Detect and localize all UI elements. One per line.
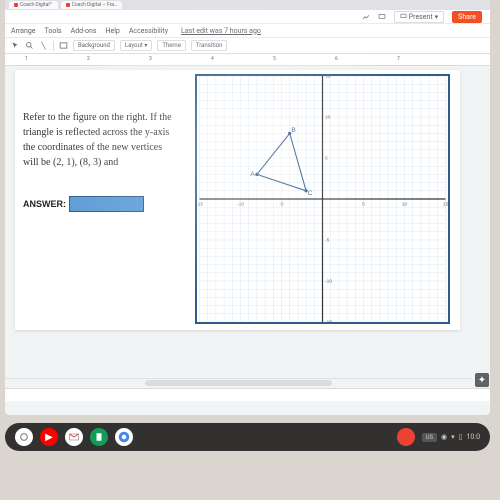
signal-icon: ▾: [451, 433, 455, 441]
theme-button[interactable]: Theme: [157, 40, 186, 51]
line-icon[interactable]: ╲: [39, 41, 48, 50]
scrollbar-thumb[interactable]: [145, 380, 332, 386]
svg-text:15: 15: [443, 202, 448, 208]
coordinate-chart: -15 -15 -10 -10 -5 -5 5 5 10 10 15 15 A B C: [195, 74, 450, 324]
youtube-icon[interactable]: ▶: [40, 428, 58, 446]
transition-button[interactable]: Transition: [191, 40, 228, 51]
horizontal-scrollbar[interactable]: [5, 378, 472, 388]
svg-text:-5: -5: [325, 238, 330, 244]
question-text: Refer to the figure on the right. If the…: [23, 110, 178, 170]
ruler-tick: 6: [335, 56, 338, 62]
slide-canvas-area: Refer to the figure on the right. If the…: [5, 66, 490, 401]
svg-text:15: 15: [325, 76, 331, 80]
wifi-icon: ◉: [441, 433, 447, 441]
speaker-notes-bar[interactable]: [5, 388, 490, 401]
svg-text:-10: -10: [325, 279, 332, 285]
svg-text:5: 5: [325, 156, 328, 162]
ruler-tick: 7: [397, 56, 400, 62]
menu-addons[interactable]: Add-ons: [71, 27, 97, 35]
keyboard-layout: US: [422, 433, 437, 442]
present-label: Present: [409, 13, 433, 21]
browser-tab[interactable]: Coach Digital – Fra…: [61, 1, 123, 9]
share-button[interactable]: Share: [452, 11, 482, 23]
tab-favicon-icon: [14, 3, 18, 7]
slide[interactable]: Refer to the figure on the right. If the…: [15, 70, 460, 330]
answer-input[interactable]: [69, 196, 144, 212]
layout-label: Layout: [125, 42, 143, 49]
ruler-tick: 1: [25, 56, 28, 62]
present-icon: [400, 13, 407, 20]
svg-text:-10: -10: [237, 202, 244, 208]
title-action-bar: Present ▾ Share: [5, 10, 490, 24]
ruler-tick: 2: [87, 56, 90, 62]
menu-tools[interactable]: Tools: [45, 27, 62, 35]
status-circle-icon[interactable]: [397, 428, 415, 446]
chevron-down-icon: ▾: [435, 13, 439, 21]
edit-status[interactable]: Last edit was 7 hours ago: [181, 27, 261, 35]
svg-text:C: C: [308, 190, 313, 197]
cursor-icon[interactable]: [11, 41, 20, 50]
ruler-tick: 3: [149, 56, 152, 62]
menu-arrange[interactable]: Arrange: [11, 27, 36, 35]
horizontal-ruler: 1 2 3 4 5 6 7: [5, 54, 490, 66]
zoom-icon[interactable]: [25, 41, 34, 50]
layout-button[interactable]: Layout ▾: [120, 40, 152, 51]
os-shelf: ▶ US ◉ ▾ ▯ 10:0: [5, 423, 490, 451]
ruler-tick: 5: [273, 56, 276, 62]
question-panel: Refer to the figure on the right. If the…: [23, 110, 178, 212]
docs-icon[interactable]: [90, 428, 108, 446]
svg-text:-15: -15: [197, 202, 203, 208]
tool-bar: ╲ Background Layout ▾ Theme Transition: [5, 38, 490, 54]
chrome-icon[interactable]: [115, 428, 133, 446]
answer-row: ANSWER:: [23, 196, 178, 212]
app-window: Coach Digital™ Coach Digital – Fra… Pres…: [5, 0, 490, 415]
explore-button[interactable]: ✦: [475, 373, 489, 387]
present-button[interactable]: Present ▾: [394, 11, 444, 23]
tab-favicon-icon: [66, 3, 70, 7]
chart-svg: -15 -15 -10 -10 -5 -5 5 5 10 10 15 15 A B C: [197, 76, 448, 322]
svg-text:-5: -5: [279, 202, 284, 208]
shelf-status[interactable]: US ◉ ▾ ▯ 10:0: [422, 433, 480, 442]
battery-icon: ▯: [459, 433, 463, 441]
svg-text:B: B: [291, 127, 296, 134]
svg-text:10: 10: [325, 115, 331, 121]
launcher-icon[interactable]: [15, 428, 33, 446]
svg-text:A: A: [250, 171, 255, 178]
tab-label: Coach Digital™: [20, 2, 53, 8]
background-button[interactable]: Background: [73, 40, 115, 51]
trend-icon[interactable]: [362, 13, 370, 21]
gmail-icon[interactable]: [65, 428, 83, 446]
answer-label: ANSWER:: [23, 199, 66, 209]
browser-tab[interactable]: Coach Digital™: [9, 1, 58, 9]
ruler-tick: 4: [211, 56, 214, 62]
svg-text:10: 10: [402, 202, 408, 208]
clock: 10:0: [467, 433, 481, 441]
browser-tabs: Coach Digital™ Coach Digital – Fra…: [5, 0, 490, 10]
image-icon[interactable]: [59, 41, 68, 50]
comment-icon[interactable]: [378, 13, 386, 21]
svg-text:5: 5: [362, 202, 365, 208]
tab-label: Coach Digital – Fra…: [72, 2, 118, 8]
menu-bar: Arrange Tools Add-ons Help Accessibility…: [5, 24, 490, 38]
separator: [53, 41, 54, 51]
menu-help[interactable]: Help: [106, 27, 120, 35]
menu-accessibility[interactable]: Accessibility: [129, 27, 168, 35]
svg-text:-15: -15: [325, 320, 332, 322]
share-label: Share: [458, 13, 476, 21]
